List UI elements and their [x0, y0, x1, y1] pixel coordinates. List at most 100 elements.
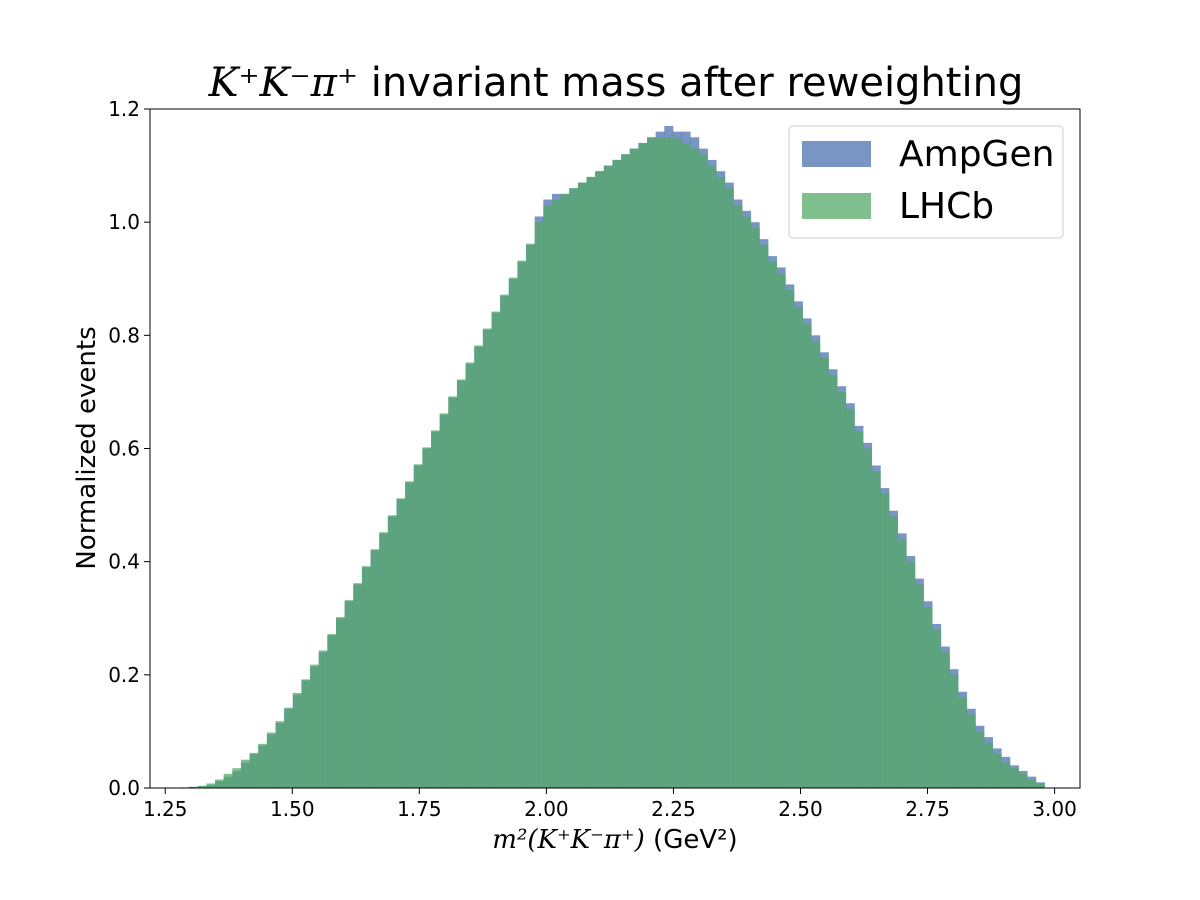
- bar-lhcb: [802, 324, 812, 788]
- bar-lhcb: [811, 340, 821, 788]
- bar-lhcb: [569, 188, 579, 789]
- bar-lhcb: [551, 199, 562, 788]
- bar-lhcb: [664, 137, 674, 789]
- bar-lhcb: [733, 205, 743, 788]
- bar-lhcb: [197, 785, 207, 788]
- y-tick-label: 0.2: [108, 663, 140, 687]
- bar-lhcb: [854, 431, 864, 788]
- x-tick-label: 1.25: [143, 797, 188, 821]
- bar-lhcb: [724, 188, 734, 789]
- bar-lhcb: [681, 142, 691, 788]
- legend-swatch-lhcb: [802, 193, 871, 219]
- bar-lhcb: [189, 786, 199, 788]
- bar-lhcb: [517, 260, 527, 788]
- bar-lhcb: [966, 714, 976, 788]
- bar-lhcb: [543, 205, 553, 788]
- bar-lhcb: [1035, 783, 1045, 788]
- bar-lhcb: [431, 430, 441, 788]
- bar-lhcb: [888, 516, 898, 788]
- legend-label-lhcb: LHCb: [899, 186, 994, 227]
- bar-lhcb: [413, 464, 423, 788]
- bar-lhcb: [880, 493, 890, 788]
- bar-lhcb: [863, 448, 873, 788]
- x-tick-label: 2.50: [778, 797, 823, 821]
- bar-lhcb: [482, 328, 492, 788]
- bar-lhcb: [1009, 768, 1019, 788]
- bar-lhcb: [785, 290, 795, 788]
- bar-lhcb: [1018, 773, 1028, 788]
- bar-lhcb: [932, 629, 942, 788]
- x-tick-label: 1.50: [270, 797, 315, 821]
- bar-lhcb: [361, 566, 371, 788]
- bar-lhcb: [327, 634, 337, 788]
- bar-lhcb: [837, 391, 847, 788]
- bar-lhcb: [370, 549, 380, 788]
- bar-lhcb: [439, 413, 449, 788]
- legend-swatch-ampgen: [802, 141, 871, 167]
- bar-lhcb: [698, 154, 708, 788]
- bar-lhcb: [897, 539, 907, 788]
- bar-lhcb: [716, 176, 726, 788]
- bar-lhcb: [983, 742, 993, 788]
- bar-lhcb: [534, 222, 544, 789]
- bar-lhcb: [396, 498, 406, 788]
- bar-lhcb: [223, 773, 233, 788]
- bar-lhcb: [871, 471, 881, 788]
- bar-lhcb: [845, 408, 855, 788]
- bar-lhcb: [508, 277, 518, 788]
- chart-title-text: invariant mass after reweighting: [358, 60, 1023, 106]
- bar-lhcb: [379, 532, 389, 788]
- y-axis-ticks: 0.0 0.2 0.4 0.6 0.8 1.0 1.2: [108, 97, 150, 800]
- bar-lhcb: [249, 752, 259, 788]
- x-axis-label: m²(K⁺K⁻π⁺) (GeV²): [492, 825, 737, 855]
- bar-lhcb: [629, 148, 639, 789]
- bar-lhcb: [742, 216, 752, 788]
- bar-lhcb: [603, 165, 613, 788]
- bar-lhcb: [759, 244, 769, 789]
- bar-lhcb: [215, 779, 225, 788]
- bar-lhcb: [828, 374, 838, 788]
- bar-lhcb: [958, 697, 968, 788]
- bar-lhcb: [240, 759, 251, 788]
- y-tick-label: 1.2: [108, 97, 140, 121]
- bar-lhcb: [638, 142, 648, 788]
- bar-lhcb: [672, 137, 682, 789]
- bar-lhcb: [577, 182, 587, 788]
- bar-lhcb: [353, 583, 363, 788]
- bar-lhcb: [690, 148, 700, 789]
- chart-title: K⁺K⁻π⁺ invariant mass after reweighting: [208, 60, 1024, 106]
- bar-lhcb: [301, 679, 311, 788]
- y-tick-label: 0.0: [108, 776, 140, 800]
- bar-lhcb: [560, 193, 570, 788]
- bar-lhcb: [284, 707, 294, 788]
- bar-lhcb: [456, 379, 466, 788]
- y-tick-label: 0.8: [108, 323, 140, 347]
- bar-lhcb: [707, 165, 717, 788]
- bar-lhcb: [232, 768, 242, 788]
- x-tick-label: 1.75: [397, 797, 442, 821]
- bar-lhcb: [949, 674, 959, 788]
- legend: AmpGen LHCb: [788, 125, 1064, 239]
- bar-lhcb: [310, 664, 320, 788]
- bar-lhcb: [292, 692, 302, 788]
- bar-lhcb: [1027, 779, 1037, 788]
- bar-lhcb: [266, 732, 276, 788]
- x-tick-label: 3.00: [1032, 797, 1077, 821]
- bar-lhcb: [750, 227, 760, 788]
- bar-lhcb: [206, 783, 216, 788]
- bar-lhcb: [819, 357, 829, 788]
- bar-lhcb: [655, 137, 665, 789]
- x-tick-label: 2.25: [651, 797, 696, 821]
- x-tick-label: 2.75: [905, 797, 950, 821]
- bar-lhcb: [1001, 762, 1011, 788]
- bar-lhcb: [621, 154, 631, 788]
- y-axis-label: Normalized events: [72, 326, 102, 569]
- bar-lhcb: [940, 652, 950, 788]
- bar-lhcb: [465, 362, 475, 788]
- x-axis-label-text: (GeV²): [645, 825, 738, 855]
- bar-lhcb: [612, 159, 622, 789]
- bar-lhcb: [906, 561, 916, 788]
- bar-lhcb: [336, 617, 346, 788]
- bar-lhcb: [448, 396, 458, 788]
- bar-lhcb: [474, 345, 484, 788]
